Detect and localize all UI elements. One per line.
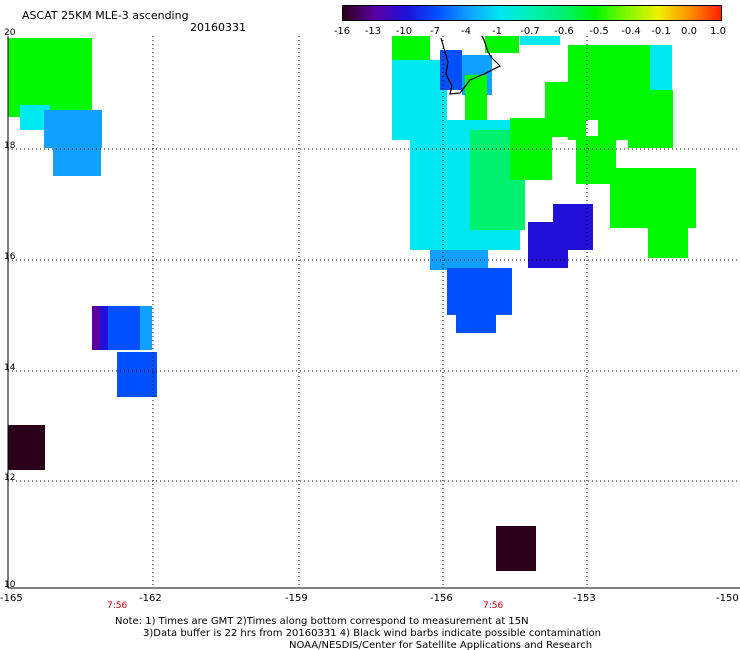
data-cell: [108, 306, 142, 350]
lat-label: 16: [4, 252, 16, 262]
lat-label: 18: [4, 141, 16, 151]
data-cell: [648, 222, 688, 258]
colorbar-tick-label: -0.6: [554, 26, 574, 37]
data-cell: [545, 82, 580, 137]
coastline: [440, 35, 502, 95]
lat-label: 14: [4, 363, 16, 373]
colorbar-tick-label: -0.4: [621, 26, 641, 37]
data-cells: [8, 36, 696, 571]
colorbar-tick-label: -13: [364, 26, 382, 37]
lon-label: -162: [139, 593, 162, 604]
map-title: ASCAT 25KM MLE-3 ascending: [22, 9, 189, 22]
colorbar-tick-label: -7: [430, 26, 440, 37]
data-cell: [485, 36, 519, 53]
data-cell: [610, 168, 696, 228]
data-cell: [576, 138, 616, 184]
note-line-3: NOAA/NESDIS/Center for Satellite Applica…: [289, 640, 593, 650]
colorbar-tick-label: -0.7: [520, 26, 540, 37]
data-cell: [8, 38, 92, 117]
data-cell: [447, 268, 512, 315]
lat-label: 20: [4, 28, 16, 38]
data-cell: [650, 45, 672, 90]
colorbar-tick-label: -16: [333, 26, 351, 37]
data-cell: [496, 526, 536, 571]
data-cell: [92, 306, 100, 350]
data-cell: [53, 140, 101, 176]
colorbar: [342, 5, 722, 21]
note-line-1: Note: 1) Times are GMT 2)Times along bot…: [115, 616, 529, 627]
lat-label: 12: [4, 473, 16, 483]
data-cell: [520, 36, 560, 45]
colorbar-tick-label: -0.1: [651, 26, 671, 37]
colorbar-tick-label: 0.0: [681, 26, 697, 37]
pass-time-label: 7:56: [483, 601, 504, 611]
colorbar-tick-label: -1: [492, 26, 502, 37]
lon-label: -150: [716, 593, 739, 604]
data-cell: [465, 75, 487, 120]
lon-label: -165: [0, 593, 23, 604]
data-cell: [140, 306, 152, 350]
colorbar-tick-label: -10: [395, 26, 413, 37]
map-date: 20160331: [190, 21, 246, 34]
data-cell: [430, 250, 488, 270]
data-cell: [456, 312, 496, 333]
data-gap: [586, 120, 598, 136]
lon-label: -159: [285, 593, 308, 604]
colorbar-tick-label: -0.5: [589, 26, 609, 37]
data-cell: [528, 222, 568, 268]
data-cell: [440, 50, 462, 90]
data-cell: [628, 90, 673, 148]
colorbar-tick-label: 1.0: [710, 26, 726, 37]
note-line-2: 3)Data buffer is 22 hrs from 20160331 4)…: [143, 628, 601, 639]
colorbar-tick-label: -4: [461, 26, 471, 37]
lon-label: -156: [430, 593, 453, 604]
pass-time-label: 7:56: [107, 601, 128, 611]
data-cell: [117, 352, 157, 397]
data-cell: [8, 425, 45, 470]
lat-label: 10: [4, 580, 16, 590]
lon-label: -153: [573, 593, 596, 604]
grid: [8, 36, 740, 588]
data-cell: [100, 306, 110, 350]
